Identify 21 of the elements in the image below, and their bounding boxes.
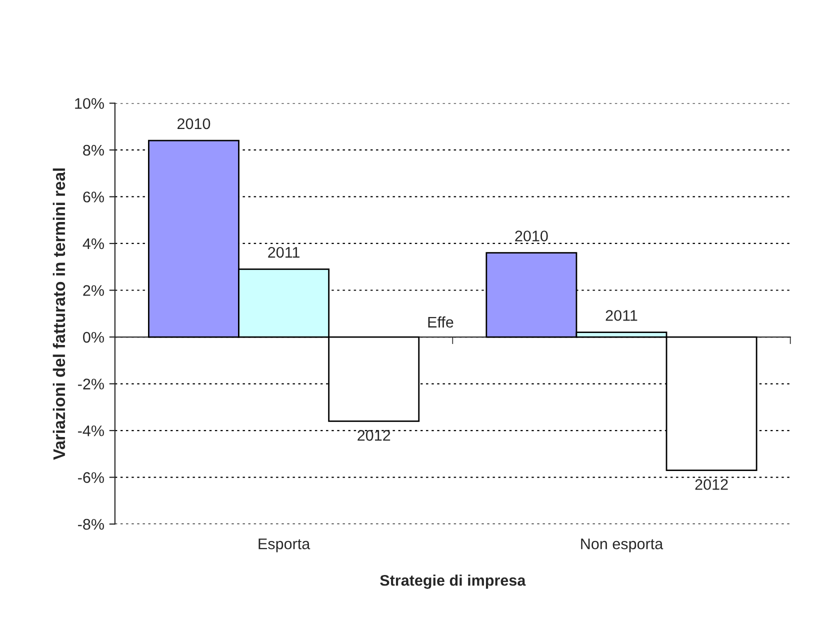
y-tick-label: 2%	[83, 285, 104, 296]
text: 2011	[606, 310, 638, 321]
annotation: Effe	[428, 316, 454, 328]
series-label: 2010	[178, 118, 210, 130]
y-tick-label: 4%	[82, 238, 104, 250]
y-tick-label: 6%	[83, 192, 104, 202]
series-label: 2011	[268, 246, 300, 258]
y-tick-label: -8%	[78, 518, 104, 530]
text: 2010	[515, 230, 548, 242]
y-tick-label: 10%	[75, 98, 104, 109]
text: 2012	[695, 479, 728, 490]
x-tick-label: Esporta	[258, 538, 310, 552]
y-axis-title: Variazioni del fatturato in termini real	[52, 168, 66, 460]
y-tick-label: -4%	[78, 425, 104, 436]
y-tick-label: -6%	[78, 472, 104, 483]
y-tick-label: 0%	[83, 332, 104, 343]
series-label: 2012	[358, 430, 390, 441]
y-tick-label: 8%	[83, 144, 104, 156]
x-axis-title: Strategie di impresa	[380, 574, 526, 589]
x-tick-label: Non esporta	[581, 538, 664, 552]
y-tick-label: -2%	[78, 378, 104, 390]
